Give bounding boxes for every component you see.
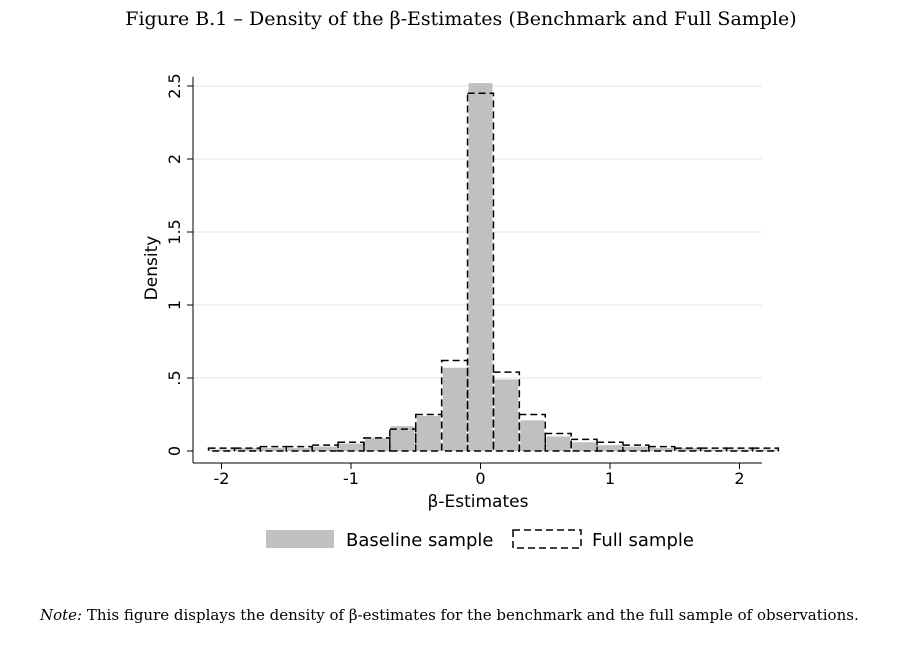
full-sample-bar xyxy=(337,441,365,452)
y-tick-label: 1 xyxy=(165,300,184,310)
full-sample-outlines xyxy=(207,92,780,452)
legend: Baseline sample Full sample xyxy=(266,529,694,551)
plot-region xyxy=(122,55,780,577)
baseline-bar xyxy=(339,443,363,451)
full-sample-bar xyxy=(596,441,624,452)
x-tick-label: 1 xyxy=(605,469,615,488)
y-axis-title: Density xyxy=(142,236,162,301)
baseline-bar xyxy=(494,379,519,451)
baseline-bar xyxy=(209,449,234,451)
y-tick-label: 2 xyxy=(165,154,184,164)
x-tick-label: 0 xyxy=(475,469,485,488)
y-tick-label: .5 xyxy=(165,370,184,385)
legend-swatch-full xyxy=(512,529,582,549)
baseline-bar xyxy=(649,448,674,451)
note-text: This figure displays the density of β-es… xyxy=(82,606,859,624)
baseline-bar xyxy=(675,448,700,451)
y-tick-label: 1.5 xyxy=(165,219,184,244)
baseline-bar xyxy=(261,448,286,451)
baseline-bar xyxy=(313,446,338,451)
note-label: Note: xyxy=(40,606,83,624)
baseline-bars xyxy=(209,83,778,451)
full-sample-bar xyxy=(466,92,495,452)
legend-label-baseline: Baseline sample xyxy=(346,530,493,551)
baseline-bar xyxy=(701,449,726,451)
figure-title: Figure B.1 – Density of the β-Estimates … xyxy=(125,8,797,30)
full-sample-bar xyxy=(751,447,780,452)
y-tick-label: 0 xyxy=(165,446,184,456)
baseline-bar xyxy=(572,442,597,451)
baseline-bar xyxy=(442,367,467,451)
legend-label-full: Full sample xyxy=(592,530,694,551)
baseline-bar xyxy=(416,415,441,451)
baseline-bar xyxy=(753,449,778,451)
baseline-bar xyxy=(468,83,493,451)
x-tick-label: -1 xyxy=(343,469,359,488)
full-sample-bar xyxy=(363,437,391,452)
y-tick-label: 2.5 xyxy=(165,73,184,98)
baseline-bar xyxy=(520,420,545,451)
x-tick-label: 2 xyxy=(734,469,744,488)
full-sample-bar xyxy=(311,444,339,452)
legend-swatch-baseline xyxy=(266,530,334,548)
baseline-bar xyxy=(623,446,648,451)
baseline-bar xyxy=(546,436,571,451)
baseline-bar xyxy=(235,448,260,451)
baseline-bar xyxy=(390,426,415,451)
baseline-bar xyxy=(364,437,389,451)
axes: 0 .5 1 1.5 2 2.5 -2 -1 0 1 2 xyxy=(165,73,762,488)
baseline-bar xyxy=(598,445,622,451)
full-sample-bar xyxy=(492,371,521,452)
baseline-bar xyxy=(727,449,752,451)
full-sample-bar xyxy=(570,438,598,452)
figure-note: Note: This figure displays the density o… xyxy=(40,606,900,624)
baseline-bar xyxy=(287,448,312,451)
x-axis-title: β-Estimates xyxy=(428,492,529,512)
x-tick-label: -2 xyxy=(214,469,230,488)
